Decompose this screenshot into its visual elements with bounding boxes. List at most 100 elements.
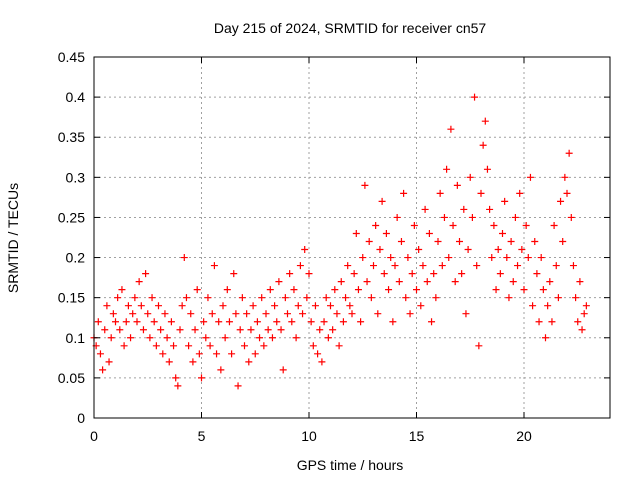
data-point bbox=[122, 318, 130, 326]
data-point bbox=[370, 262, 377, 270]
data-point bbox=[537, 254, 545, 262]
data-point bbox=[174, 382, 182, 390]
data-point bbox=[529, 302, 537, 310]
y-tick-label: 0.1 bbox=[66, 330, 86, 346]
data-point bbox=[112, 318, 119, 326]
data-point bbox=[344, 262, 352, 270]
chart-title: Day 215 of 2024, SRMTID for receiver cn5… bbox=[214, 20, 487, 36]
y-tick-label: 0.45 bbox=[58, 49, 85, 65]
data-point bbox=[96, 350, 104, 358]
data-point bbox=[202, 334, 210, 342]
data-point bbox=[440, 213, 448, 221]
data-point bbox=[578, 326, 586, 334]
data-point bbox=[367, 294, 375, 302]
data-point bbox=[580, 310, 588, 318]
x-tick-label: 5 bbox=[198, 428, 206, 444]
data-point bbox=[249, 302, 257, 310]
data-point bbox=[365, 238, 373, 246]
data-point bbox=[423, 278, 431, 286]
data-point bbox=[195, 350, 203, 358]
data-point bbox=[387, 254, 395, 262]
data-point bbox=[318, 358, 326, 366]
data-point bbox=[137, 302, 145, 310]
data-point bbox=[395, 278, 403, 286]
data-point bbox=[466, 173, 474, 181]
data-point bbox=[432, 294, 440, 302]
data-point bbox=[445, 254, 453, 262]
y-tick-label: 0.2 bbox=[66, 250, 86, 266]
data-point bbox=[453, 181, 461, 189]
data-points bbox=[90, 93, 590, 390]
data-point bbox=[539, 286, 547, 294]
data-point bbox=[284, 310, 291, 318]
data-point bbox=[187, 310, 195, 318]
data-point bbox=[477, 189, 485, 197]
data-point bbox=[232, 310, 240, 318]
data-point bbox=[582, 302, 590, 310]
data-point bbox=[438, 262, 446, 270]
data-point bbox=[107, 334, 115, 342]
data-point bbox=[301, 246, 309, 254]
data-point bbox=[526, 173, 534, 181]
x-tick-label: 20 bbox=[516, 428, 532, 444]
data-point bbox=[557, 197, 565, 205]
data-point bbox=[520, 286, 528, 294]
data-point bbox=[458, 270, 466, 278]
data-point bbox=[316, 326, 324, 334]
data-point bbox=[256, 334, 264, 342]
data-point bbox=[277, 326, 285, 334]
data-point bbox=[462, 310, 470, 318]
data-point bbox=[305, 270, 313, 278]
data-point bbox=[447, 125, 455, 133]
data-point bbox=[567, 213, 575, 221]
data-point bbox=[492, 286, 500, 294]
data-point bbox=[436, 189, 444, 197]
data-point bbox=[404, 254, 412, 262]
data-point bbox=[339, 318, 347, 326]
y-tick-label: 0.15 bbox=[58, 290, 85, 306]
data-point bbox=[531, 238, 539, 246]
data-point bbox=[105, 358, 113, 366]
data-point bbox=[337, 278, 345, 286]
data-point bbox=[223, 286, 231, 294]
data-point bbox=[198, 374, 205, 382]
data-point bbox=[109, 310, 117, 318]
data-point bbox=[163, 334, 171, 342]
data-point bbox=[251, 350, 259, 358]
data-point bbox=[490, 221, 498, 229]
data-point bbox=[118, 286, 126, 294]
data-point bbox=[191, 326, 199, 334]
x-tick-label: 0 bbox=[90, 428, 98, 444]
axis-ticks: 0 0.05 0.1 0.15 0.2 0.25 0.3 0.35 0.4 0.45 0 5 10 15 2… bbox=[58, 49, 610, 444]
data-point bbox=[430, 270, 438, 278]
data-point bbox=[150, 318, 158, 326]
data-point bbox=[408, 270, 416, 278]
data-point bbox=[264, 326, 272, 334]
data-point bbox=[561, 173, 569, 181]
data-point bbox=[488, 254, 496, 262]
data-point bbox=[473, 262, 481, 270]
data-point bbox=[361, 181, 369, 189]
data-point bbox=[481, 117, 489, 125]
x-tick-label: 10 bbox=[301, 428, 317, 444]
data-point bbox=[499, 229, 506, 237]
y-tick-label: 0.05 bbox=[58, 370, 85, 386]
data-point bbox=[417, 302, 425, 310]
data-point bbox=[167, 318, 175, 326]
data-point bbox=[311, 302, 319, 310]
data-point bbox=[258, 294, 266, 302]
data-point bbox=[292, 334, 300, 342]
data-point bbox=[389, 318, 397, 326]
data-point bbox=[213, 350, 221, 358]
data-point bbox=[170, 342, 178, 350]
data-point bbox=[155, 302, 162, 310]
data-point bbox=[139, 326, 147, 334]
data-point bbox=[391, 262, 399, 270]
data-point bbox=[307, 318, 315, 326]
data-point bbox=[116, 326, 124, 334]
data-point bbox=[535, 318, 543, 326]
data-point bbox=[230, 270, 238, 278]
data-point bbox=[552, 262, 560, 270]
data-point bbox=[217, 366, 225, 374]
